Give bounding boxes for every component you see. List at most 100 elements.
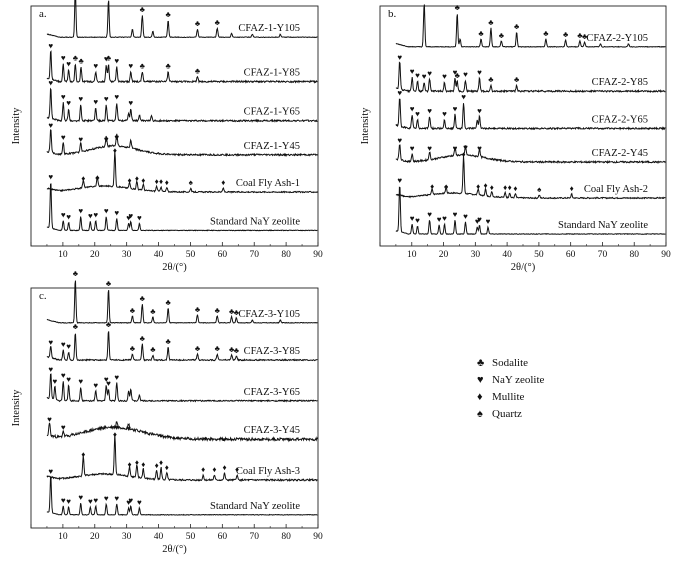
peak-marker-diamond-icon: ♦: [165, 463, 169, 472]
peak-marker-diamond-icon: ♦: [201, 465, 205, 474]
peak-marker-clover-icon: ♣: [234, 308, 240, 317]
legend-item-quartz: ♠ Quartz: [477, 408, 522, 420]
trace-cfaz-3-y85: ♥ ♥ ♥♣ ♣♣♣♣♣♣ ♣ ♣ ♣ CFAZ-3-Y85: [46, 320, 318, 362]
peak-marker-heart-icon: ♥: [427, 210, 432, 219]
peak-marker-clover-icon: ♣: [455, 3, 461, 12]
trace-label: CFAZ-3-Y45: [244, 425, 300, 436]
peak-marker-heart-icon: ♥: [114, 208, 119, 217]
trace-cfaz-2-y85: ♥♥ ♥ ♥ ♥ ♥ ♥♣ ♥ ♥♣ ♣ CFAZ-2-Y85: [395, 53, 666, 94]
panel-c: c.10 20 30 40 50 60 70 80 902θ/(°)Intensity♣♣♣♣♣…: [11, 269, 323, 555]
panel-label: b.: [388, 8, 397, 20]
trace-coal-fly-ash-2: ♦ ♠♦♦ ♦ ♦ ♦ ♦ ♦ ♠ ♦ Coal Fly Ash-2: [395, 150, 666, 200]
peak-marker-heart-icon: ♥: [126, 498, 131, 507]
trace-coal-fly-ash-3: ♦♦♦ ♦ ♦ ♦ ♦♦ ♦ ♦ ♦ ♦Coal Fly Ash-3: [46, 430, 318, 483]
trace-label: Standard NaY zeolite: [558, 220, 648, 231]
peak-marker-clover-icon: ♣: [488, 18, 494, 27]
peak-marker-heart-icon: ♥: [61, 54, 66, 63]
trace-label: CFAZ-1-Y85: [244, 68, 300, 79]
peak-marker-heart-icon: ♥: [88, 497, 93, 506]
peak-marker-clover-icon: ♣: [165, 62, 171, 71]
peak-marker-heart-icon: ♥: [61, 210, 66, 219]
peak-marker-diamond-icon: ♦: [135, 458, 139, 467]
trace-label: CFAZ-2-Y105: [586, 33, 648, 44]
peak-marker-heart-icon: ♥: [463, 212, 468, 221]
peak-marker-heart-icon: ♥: [78, 377, 83, 386]
peak-marker-diamond-icon: ♦: [127, 460, 131, 469]
peak-marker-heart-icon: ♥: [128, 62, 133, 71]
x-tick-label: 10: [58, 250, 68, 260]
peak-marker-heart-icon: ♥: [128, 99, 133, 108]
peak-marker-diamond-icon: ♦: [476, 182, 480, 191]
peak-marker-diamond-icon: ♦: [235, 465, 239, 474]
peak-marker-clover-icon: ♣: [215, 306, 221, 315]
peak-marker-clover-icon: ♣: [73, 54, 79, 63]
trace-cfaz-2-y45: ♥ ♥ ♥ ♥ ♥ ♥ CFAZ-2-Y45: [395, 136, 666, 165]
peak-marker-heart-icon: ♥: [126, 213, 131, 222]
legend-diamond-icon: ♦: [477, 391, 483, 403]
peak-marker-diamond-icon: ♦: [490, 183, 494, 192]
peak-marker-clover-icon: ♣: [78, 57, 84, 66]
trace-label: Standard NaY zeolite: [210, 501, 300, 512]
peak-marker-heart-icon: ♥: [93, 210, 98, 219]
peak-marker-heart-icon: ♥: [66, 497, 71, 506]
panel-a: a.1020304050607080902θ/(°)Intensity♣♣♣♣♣…: [11, 0, 323, 273]
peak-marker-heart-icon: ♥: [437, 215, 442, 224]
peak-marker-heart-icon: ♥: [66, 212, 71, 221]
xrd-trace-line: [46, 280, 318, 324]
peak-marker-heart-icon: ♥: [61, 371, 66, 380]
trace-label: CFAZ-3-Y105: [238, 309, 300, 320]
peak-marker-diamond-icon: ♦: [462, 150, 466, 159]
peak-marker-diamond-icon: ♦: [221, 178, 225, 187]
peak-marker-clover-icon: ♣: [514, 22, 520, 31]
xrd-trace-line: [46, 331, 318, 362]
peak-marker-heart-icon: ♥: [114, 57, 119, 66]
peak-marker-clover-icon: ♣: [73, 322, 79, 331]
peak-marker-heart-icon: ♥: [137, 213, 142, 222]
peak-marker-diamond-icon: ♦: [508, 183, 512, 192]
trace-standard-nay-zeolite: ♥♥♥♥♥♥♥♥♥♥♥Standard NaY zeolite: [46, 172, 318, 232]
x-tick-label: 90: [313, 532, 323, 542]
x-tick-label: 80: [629, 250, 639, 260]
peak-marker-heart-icon: ♥: [410, 144, 415, 153]
x-tick-label: 20: [90, 250, 100, 260]
peak-marker-heart-icon: ♥: [453, 68, 458, 77]
peak-marker-heart-icon: ♥: [427, 106, 432, 115]
xrd-trace-line: [395, 144, 666, 165]
peak-marker-diamond-icon: ♦: [113, 430, 117, 439]
peak-marker-diamond-icon: ♦: [159, 458, 163, 467]
peak-marker-clover-icon: ♣: [455, 71, 461, 80]
peak-marker-clover-icon: ♣: [195, 344, 201, 353]
peak-marker-heart-icon: ♥: [114, 494, 119, 503]
peak-marker-heart-icon: ♥: [93, 98, 98, 107]
peak-marker-diamond-icon: ♦: [513, 184, 517, 193]
x-tick-label: 40: [154, 250, 164, 260]
trace-label: CFAZ-2-Y65: [592, 114, 648, 125]
trace-coal-fly-ash-1: ♦ ♠♦♦ ♦ ♦ ♦ ♦ ♦ ♠ ♦ Coal Fly Ash-1: [46, 146, 318, 194]
peak-marker-heart-icon: ♥: [475, 217, 480, 226]
trace-label: CFAZ-3-Y85: [244, 346, 300, 357]
peak-marker-spade-icon: ♠: [95, 173, 100, 182]
peak-marker-clover-icon: ♣: [106, 54, 112, 63]
xrd-trace-line: [46, 0, 318, 39]
xrd-trace-line: [395, 98, 666, 131]
x-tick-label: 60: [218, 250, 228, 260]
y-axis-label: Intensity: [360, 107, 371, 144]
peak-marker-clover-icon: ♣: [165, 10, 171, 19]
trace-label: Standard NaY zeolite: [210, 216, 300, 227]
peak-marker-clover-icon: ♣: [229, 307, 235, 316]
peak-marker-heart-icon: ♥: [114, 373, 119, 382]
peak-marker-clover-icon: ♣: [582, 32, 588, 41]
trace-cfaz-3-y45: ♥ ♥ ♥ ♥ CFAZ-3-Y45: [46, 415, 318, 443]
peak-marker-clover-icon: ♣: [106, 279, 112, 288]
x-tick-label: 70: [249, 532, 259, 542]
trace-cfaz-3-y105: ♣♣♣♣♣♣♣ ♣ ♣ ♣ CFAZ-3-Y105: [46, 269, 318, 324]
legend: ♣ Sodalite ♥ NaY zeolite ♦ Mullite ♠ Qua…: [477, 357, 545, 420]
peak-marker-clover-icon: ♣: [195, 19, 201, 28]
peak-marker-clover-icon: ♣: [140, 294, 146, 303]
peak-marker-clover-icon: ♣: [488, 75, 494, 84]
trace-label: CFAZ-2-Y45: [592, 148, 648, 159]
peak-marker-heart-icon: ♥: [66, 342, 71, 351]
peak-marker-heart-icon: ♥: [66, 99, 71, 108]
